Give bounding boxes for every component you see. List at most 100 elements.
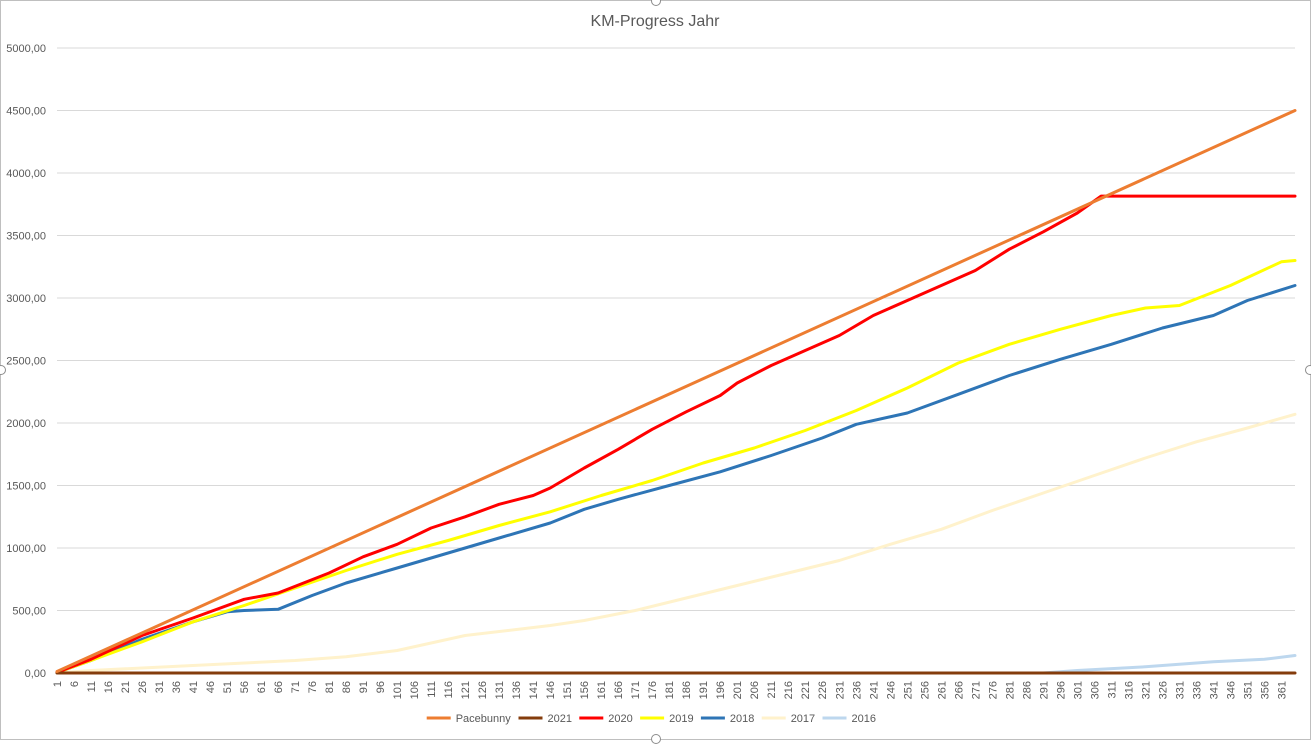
- y-tick-label: 4000,00: [6, 168, 46, 180]
- y-tick-label: 3500,00: [6, 231, 46, 243]
- legend-label: 2017: [791, 713, 815, 725]
- x-tick-label: 231: [834, 681, 846, 699]
- x-tick-label: 131: [494, 681, 506, 699]
- x-tick-label: 11: [86, 681, 98, 692]
- y-tick-label: 1500,00: [6, 481, 46, 493]
- x-tick-label: 156: [579, 681, 591, 699]
- x-tick-label: 161: [596, 681, 608, 699]
- x-tick-label: 211: [766, 681, 778, 699]
- y-tick-label: 1000,00: [6, 543, 46, 555]
- resize-handle-top[interactable]: [651, 0, 661, 6]
- x-tick-label: 261: [936, 681, 948, 699]
- x-tick-label: 1: [52, 681, 64, 687]
- x-tick-label: 336: [1191, 681, 1203, 699]
- x-tick-label: 61: [256, 681, 268, 693]
- series-lines: [55, 109, 1297, 675]
- x-tick-label: 96: [375, 681, 387, 693]
- legend-label: 2019: [669, 713, 693, 725]
- x-tick-label: 111: [426, 681, 438, 698]
- x-tick-label: 81: [324, 681, 336, 693]
- x-tick-label: 241: [868, 681, 880, 699]
- x-tick-label: 216: [783, 681, 795, 699]
- y-tick-label: 500,00: [12, 606, 46, 618]
- x-tick-label: 331: [1174, 681, 1186, 699]
- x-tick-label: 346: [1225, 681, 1237, 699]
- x-tick-label: 76: [307, 681, 319, 693]
- x-tick-label: 181: [664, 681, 676, 699]
- x-tick-label: 361: [1276, 681, 1288, 699]
- x-tick-label: 66: [273, 681, 285, 693]
- resize-handle-left[interactable]: [0, 365, 6, 375]
- x-tick-label: 316: [1123, 681, 1135, 699]
- x-tick-label: 191: [698, 681, 710, 699]
- x-tick-label: 141: [528, 681, 540, 699]
- x-tick-label: 271: [970, 681, 982, 699]
- x-tick-label: 221: [800, 681, 812, 699]
- series-line-2019: [55, 259, 1297, 674]
- x-tick-label: 236: [851, 681, 863, 699]
- x-tick-label: 186: [681, 681, 693, 699]
- x-tick-label: 171: [630, 681, 642, 699]
- legend: Pacebunny 2021 2020 2019 2018 2017 2016: [426, 713, 876, 725]
- resize-handle-right[interactable]: [1305, 365, 1311, 375]
- legend-label: 2020: [608, 713, 632, 725]
- x-tick-label: 291: [1038, 681, 1050, 699]
- series-line-2017: [55, 412, 1297, 675]
- x-tick-label: 206: [749, 681, 761, 699]
- y-tick-label: 2500,00: [6, 356, 46, 368]
- y-tick-label: 3000,00: [6, 293, 46, 305]
- y-tick-label: 5000,00: [6, 43, 46, 55]
- y-tick-label: 0,00: [25, 668, 46, 680]
- x-tick-label: 31: [154, 681, 166, 693]
- x-tick-label: 296: [1055, 681, 1067, 699]
- x-tick-label: 6: [69, 681, 81, 687]
- legend-label: 2021: [548, 713, 572, 725]
- x-tick-label: 106: [409, 681, 421, 699]
- x-tick-label: 116: [443, 681, 455, 699]
- series-line-2020: [55, 194, 1297, 674]
- x-tick-label: 201: [732, 681, 744, 699]
- chart-title: KM-Progress Jahr: [591, 13, 721, 30]
- x-tick-label: 341: [1208, 681, 1220, 699]
- x-tick-label: 256: [919, 681, 931, 699]
- x-tick-label: 281: [1004, 681, 1016, 699]
- x-tick-label: 356: [1259, 681, 1271, 699]
- x-tick-label: 266: [953, 681, 965, 699]
- x-tick-label: 56: [239, 681, 251, 693]
- legend-label: 2016: [852, 713, 876, 725]
- x-tick-label: 71: [290, 681, 302, 693]
- x-axis-tick-labels: 1 6 11 16 21 26 31 36 41 46 51 56 61 66 71 76 81 86 91 96 10…: [52, 681, 1288, 699]
- series-line-2018: [55, 284, 1297, 674]
- x-tick-label: 151: [562, 681, 574, 699]
- x-tick-label: 36: [171, 681, 183, 693]
- x-tick-label: 326: [1157, 681, 1169, 699]
- x-tick-label: 176: [647, 681, 659, 699]
- x-tick-label: 251: [902, 681, 914, 699]
- x-tick-label: 16: [103, 681, 115, 693]
- y-tick-label: 4500,00: [6, 106, 46, 118]
- x-tick-label: 86: [341, 681, 353, 693]
- x-tick-label: 306: [1089, 681, 1101, 699]
- x-tick-label: 286: [1021, 681, 1033, 699]
- y-tick-label: 2000,00: [6, 418, 46, 430]
- x-tick-label: 311: [1106, 681, 1118, 699]
- x-tick-label: 91: [358, 681, 370, 693]
- x-tick-label: 121: [460, 681, 472, 699]
- x-tick-label: 26: [137, 681, 149, 693]
- x-tick-label: 21: [120, 681, 132, 693]
- x-tick-label: 301: [1072, 681, 1084, 699]
- x-tick-label: 276: [987, 681, 999, 699]
- x-tick-label: 321: [1140, 681, 1152, 699]
- x-tick-label: 351: [1242, 681, 1254, 699]
- x-tick-label: 46: [205, 681, 217, 693]
- y-axis-tick-labels: 0,00 500,00 1000,00 1500,00 2000,00 2500,00 30…: [6, 43, 46, 680]
- x-tick-label: 146: [545, 681, 557, 699]
- x-tick-label: 101: [392, 681, 404, 699]
- x-tick-label: 196: [715, 681, 727, 699]
- legend-label: Pacebunny: [456, 713, 512, 725]
- series-line-pacebunny: [55, 109, 1297, 673]
- x-tick-label: 136: [511, 681, 523, 699]
- x-tick-label: 166: [613, 681, 625, 699]
